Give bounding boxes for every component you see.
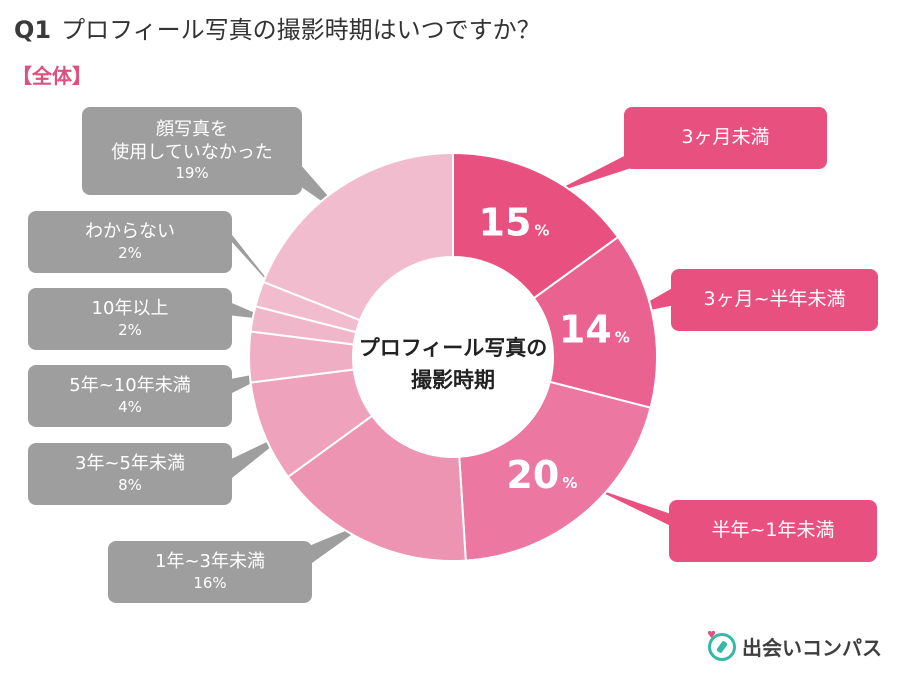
question-text: プロフィール写真の撮影時期はいつですか？ [61, 16, 541, 44]
callout-percent: 2% [118, 243, 142, 262]
donut-center-label: プロフィール写真の [359, 336, 548, 360]
callout-pointer [591, 487, 679, 530]
logo-text: 出会いコンパス [742, 636, 882, 660]
slice-callout: わからない 2% [28, 211, 232, 273]
slice-percent-label: 15% [479, 201, 550, 245]
pie-slice [286, 414, 467, 562]
pie-slice [458, 380, 652, 562]
slice-callout: 5年~10年未満 4% [28, 365, 232, 427]
segment-label: 【全体】 [12, 64, 92, 88]
callout-label: わからない [85, 221, 175, 243]
callout-label: 半年~1年未満 [711, 519, 835, 542]
callout-label: 10年以上 [91, 298, 169, 320]
callout-label: 3ヶ月~半年未満 [703, 288, 846, 311]
slice-callout: 3ヶ月未満 [624, 107, 827, 169]
callout-percent: 19% [175, 164, 209, 183]
callout-percent: 2% [118, 320, 142, 339]
callout-percent: 16% [193, 573, 227, 592]
callout-percent: 4% [118, 397, 142, 416]
slice-percent-label: 20% [506, 453, 577, 497]
compass-icon: ♥ [707, 630, 736, 661]
pie-slice [452, 151, 620, 300]
pie-slice [262, 151, 454, 322]
slice-callout: 1年~3年未満 16% [108, 541, 312, 603]
callout-label: 顔写真を [156, 119, 228, 141]
callout-pointer [225, 226, 277, 292]
question-number: Q1 [14, 16, 52, 44]
question-title: Q1 プロフィール写真の撮影時期はいつですか？ [14, 10, 541, 45]
slice-percent-label: 14% [559, 308, 630, 352]
slice-callout: 10年以上 2% [28, 288, 232, 350]
callout-label: 3年~5年未満 [75, 453, 185, 475]
callout-label: 1年~3年未満 [155, 551, 265, 573]
slice-callout: 3年~5年未満 8% [28, 443, 232, 505]
slice-callout: 半年~1年未満 [669, 500, 877, 562]
brand-logo: ♥ 出会いコンパス [707, 630, 882, 661]
pie-slice [532, 235, 658, 409]
slice-callout: 顔写真を 使用していなかった 19% [82, 107, 302, 195]
slice-callout: 3ヶ月~半年未満 [671, 269, 878, 331]
donut-center-label: 撮影時期 [411, 368, 495, 392]
callout-label: 3ヶ月未満 [681, 126, 770, 149]
callout-label: 5年~10年未満 [69, 375, 191, 397]
callout-label: 使用していなかった [111, 141, 273, 163]
callout-percent: 8% [118, 475, 142, 494]
